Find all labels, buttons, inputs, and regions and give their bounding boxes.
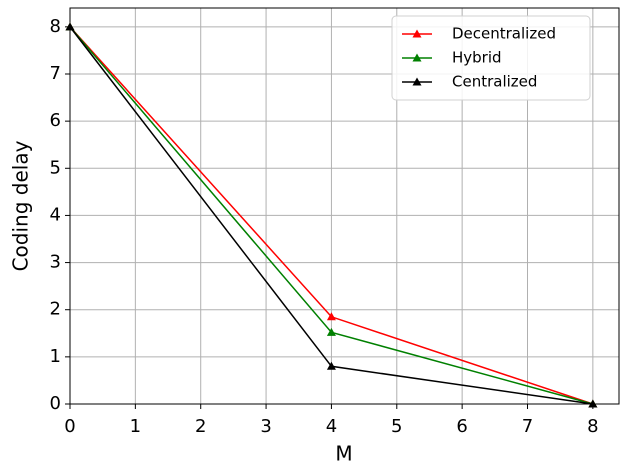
x-tick-label: 5 <box>391 416 402 437</box>
x-tick-label: 3 <box>260 416 271 437</box>
legend-marker <box>412 53 422 62</box>
point-marker <box>588 399 598 408</box>
legend-box <box>391 15 591 101</box>
y-tick-label: 3 <box>50 252 61 273</box>
point-marker <box>326 327 336 336</box>
x-tick-label: 1 <box>130 416 141 437</box>
y-tick-label: 6 <box>50 110 61 131</box>
legend-marker <box>412 29 422 38</box>
legend-label: Hybrid <box>452 49 502 67</box>
plot-frame <box>69 7 620 405</box>
y-tick-label: 4 <box>50 204 61 225</box>
legend-marker <box>412 77 422 86</box>
x-tick-label: 4 <box>326 416 337 437</box>
y-tick-label: 7 <box>50 63 61 84</box>
x-axis-label: M <box>335 442 352 466</box>
x-tick-label: 0 <box>64 416 75 437</box>
y-tick-label: 1 <box>50 346 61 367</box>
x-tick-label: 2 <box>195 416 206 437</box>
y-tick-label: 5 <box>50 157 61 178</box>
point-marker <box>326 361 336 370</box>
x-tick-label: 7 <box>522 416 533 437</box>
legend-label: Centralized <box>452 73 537 91</box>
y-tick-label: 2 <box>50 299 61 320</box>
point-marker <box>65 22 75 31</box>
x-tick-label: 8 <box>587 416 598 437</box>
y-tick-label: 0 <box>50 393 61 414</box>
y-tick-label: 8 <box>50 16 61 37</box>
x-tick-label: 6 <box>456 416 467 437</box>
point-marker <box>326 312 336 321</box>
legend-label: Decentralized <box>452 25 556 43</box>
y-axis-label: Coding delay <box>9 140 33 271</box>
